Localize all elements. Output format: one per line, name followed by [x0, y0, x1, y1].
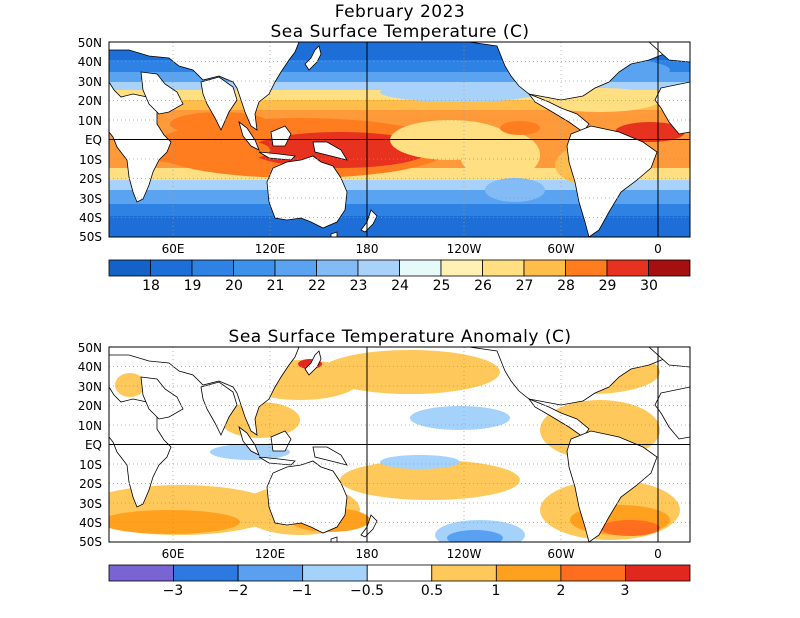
sst-map-border — [108, 41, 691, 238]
anomaly-colorbar-swatch — [625, 564, 691, 582]
lon-label: 0 — [654, 242, 662, 256]
sst-colorbar-swatch — [316, 259, 359, 277]
colorbar-label: 18 — [142, 278, 160, 294]
colorbar-label: −0.5 — [350, 583, 384, 599]
lon-label: 60W — [547, 242, 574, 256]
sst-colorbar — [108, 259, 691, 277]
colorbar-label: 25 — [433, 278, 451, 294]
colorbar-label: −3 — [163, 583, 184, 599]
anomaly-colorbar-swatch — [173, 564, 239, 582]
sst-colorbar-swatch — [399, 259, 442, 277]
sst-colorbar-swatch — [440, 259, 483, 277]
anomaly-colorbar-swatch — [302, 564, 368, 582]
lat-label: 40S — [79, 211, 102, 225]
sst-colorbar-swatch — [108, 259, 151, 277]
lat-label: 20S — [79, 172, 102, 186]
sst-lon-labels: 60E 120E 180 120W 60W 0 — [162, 242, 662, 256]
colorbar-label: 24 — [391, 278, 409, 294]
colorbar-label: 19 — [184, 278, 202, 294]
anomaly-colorbar-swatch — [431, 564, 497, 582]
colorbar-label: 20 — [225, 278, 243, 294]
map-date-title: February 2023 — [334, 2, 466, 22]
sst-colorbar-swatch — [150, 259, 193, 277]
lat-label: 10N — [78, 419, 102, 433]
anomaly-map: 50N 40N 30N 20N 10N EQ 10S 20S 30S 40S 5… — [78, 341, 691, 599]
lat-label: 10N — [78, 114, 102, 128]
lon-label: 60E — [162, 547, 185, 561]
anomaly-grid — [109, 347, 690, 542]
anomaly-colorbar-swatch — [495, 564, 562, 582]
anomaly-map-border — [108, 346, 691, 543]
sst-colorbar-swatch — [191, 259, 234, 277]
colorbar-label: 27 — [516, 278, 534, 294]
lat-label: 20N — [78, 94, 102, 108]
sst-grid — [109, 42, 690, 237]
sst-colorbar-swatch — [233, 259, 276, 277]
sst-colorbar-swatch — [482, 259, 525, 277]
anomaly-lon-labels: 60E 120E 180 120W 60W 0 — [162, 547, 662, 561]
colorbar-label: 23 — [350, 278, 368, 294]
lon-label: 180 — [356, 547, 379, 561]
lat-label: 50N — [78, 341, 102, 355]
lon-label: 0 — [654, 547, 662, 561]
colorbar-label: 1 — [492, 583, 501, 599]
colorbar-label: −1 — [292, 583, 313, 599]
anomaly-colorbar — [108, 564, 691, 582]
lat-label: 30N — [78, 75, 102, 89]
lat-label: EQ — [85, 438, 102, 452]
lon-label: 120W — [447, 242, 482, 256]
lat-label: 10S — [79, 458, 102, 472]
lat-label: 20N — [78, 399, 102, 413]
sst-colorbar-swatch — [606, 259, 649, 277]
anomaly-colorbar-swatch — [108, 564, 174, 582]
colorbar-label: 28 — [557, 278, 575, 294]
lat-label: 30N — [78, 380, 102, 394]
colorbar-label: 26 — [474, 278, 492, 294]
colorbar-label: 22 — [308, 278, 326, 294]
lat-label: 40N — [78, 360, 102, 374]
lat-label: 40S — [79, 516, 102, 530]
colorbar-label: 21 — [267, 278, 285, 294]
sst-colorbar-swatch — [274, 259, 317, 277]
lat-label: 10S — [79, 153, 102, 167]
colorbar-label: −2 — [228, 583, 249, 599]
anomaly-colorbar-swatch — [237, 564, 304, 582]
sst-colorbar-labels: 18 19 20 21 22 23 24 25 26 27 28 29 30 — [142, 278, 658, 294]
lat-label: 50S — [79, 535, 102, 549]
lat-label: 20S — [79, 477, 102, 491]
lat-label: 40N — [78, 55, 102, 69]
colorbar-label: 29 — [599, 278, 617, 294]
anomaly-colorbar-swatch — [560, 564, 626, 582]
sst-field — [109, 42, 690, 237]
sst-colorbar-swatch — [523, 259, 566, 277]
sst-colorbar-swatch — [357, 259, 400, 277]
sst-lat-labels: 50N 40N 30N 20N 10N EQ 10S 20S 30S 40S 5… — [78, 36, 102, 244]
sst-colorbar-swatch — [648, 259, 691, 277]
lon-label: 120W — [447, 547, 482, 561]
sst-map-title: Sea Surface Temperature (C) — [270, 22, 530, 42]
lon-label: 120E — [255, 242, 286, 256]
lon-label: 180 — [356, 242, 379, 256]
lon-label: 60W — [547, 547, 574, 561]
colorbar-label: 30 — [640, 278, 658, 294]
sst-colorbar-swatch — [565, 259, 608, 277]
lat-label: 30S — [79, 192, 102, 206]
lat-label: 50N — [78, 36, 102, 50]
colorbar-label: 0.5 — [421, 583, 443, 599]
colorbar-label: 3 — [621, 583, 630, 599]
anomaly-map-title: Sea Surface Temperature Anomaly (C) — [228, 327, 572, 347]
lat-label: 30S — [79, 497, 102, 511]
anomaly-colorbar-labels: −3 −2 −1 −0.5 0.5 1 2 3 — [163, 583, 630, 599]
anomaly-colorbar-swatch — [366, 564, 433, 582]
lat-label: EQ — [85, 133, 102, 147]
lon-label: 120E — [255, 547, 286, 561]
sst-map: 50N 40N 30N 20N 10N EQ 10S 20S 30S 40S 5… — [78, 36, 691, 294]
lon-label: 60E — [162, 242, 185, 256]
lat-label: 50S — [79, 230, 102, 244]
anomaly-lat-labels: 50N 40N 30N 20N 10N EQ 10S 20S 30S 40S 5… — [78, 341, 102, 549]
colorbar-label: 2 — [557, 583, 566, 599]
